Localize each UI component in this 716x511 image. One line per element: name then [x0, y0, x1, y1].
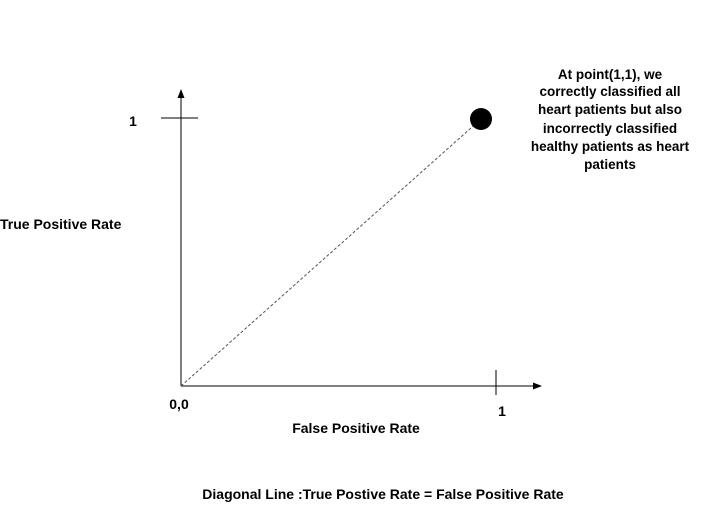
- origin-label: 0,0: [169, 396, 189, 412]
- y-axis-label: True Positive Rate: [0, 216, 122, 232]
- x-axis-label: False Positive Rate: [292, 420, 420, 436]
- annotation: At point(1,1), we correctly classified a…: [531, 67, 690, 172]
- caption: Diagonal Line :True Postive Rate = False…: [202, 486, 564, 502]
- x-axis-arrowhead: [533, 382, 542, 390]
- annotation-line: patients: [584, 157, 636, 172]
- x-tick-label: 1: [498, 403, 506, 419]
- y-axis-arrowhead: [177, 89, 185, 98]
- y-tick-label: 1: [129, 113, 137, 129]
- annotation-line: incorrectly classified: [543, 121, 677, 136]
- annotation-line: heart patients but also: [538, 102, 682, 117]
- annotation-line: At point(1,1), we: [558, 67, 663, 82]
- diagonal-line: [180, 119, 481, 387]
- annotation-line: correctly classified all: [539, 84, 680, 99]
- annotation-line: healthy patients as heart: [531, 139, 690, 154]
- point-1-1: [470, 108, 492, 130]
